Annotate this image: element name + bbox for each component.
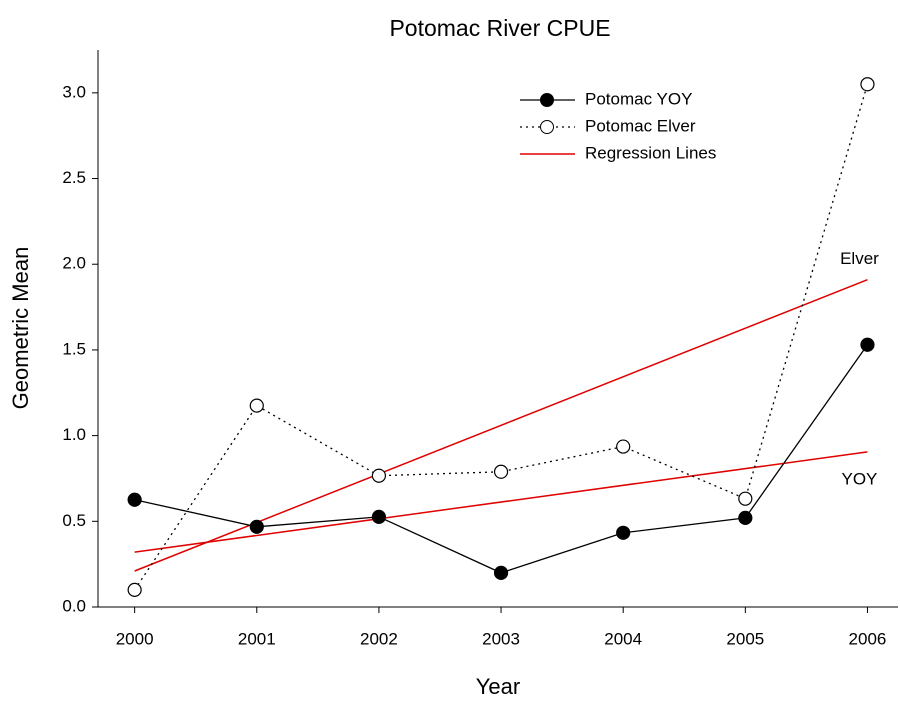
y-tick-label: 2.5 xyxy=(62,168,86,187)
legend-label: Regression Lines xyxy=(585,143,716,162)
data-point xyxy=(738,510,753,525)
data-point xyxy=(616,439,631,454)
x-tick-label: 2000 xyxy=(116,629,154,648)
regression-line xyxy=(134,278,868,572)
y-tick-label: 1.5 xyxy=(62,339,86,358)
y-tick-label: 2.0 xyxy=(62,254,86,273)
y-tick-label: 1.0 xyxy=(62,425,86,444)
regression-line xyxy=(134,451,868,553)
x-tick-label: 2004 xyxy=(604,629,642,648)
data-point xyxy=(493,565,509,580)
legend-label: Potomac Elver xyxy=(585,116,696,135)
legend-marker xyxy=(540,120,554,134)
legend-label: Potomac YOY xyxy=(585,89,692,108)
chart-title: Potomac River CPUE xyxy=(389,15,610,41)
y-tick-label: 0.5 xyxy=(62,511,86,530)
data-point xyxy=(616,525,631,540)
data-point xyxy=(249,398,264,413)
regression-label: YOY xyxy=(842,469,878,488)
data-point xyxy=(249,519,264,534)
data-point xyxy=(371,509,387,524)
series-line xyxy=(134,344,868,574)
x-tick-label: 2002 xyxy=(360,629,398,648)
legend-marker xyxy=(540,93,554,107)
data-point xyxy=(860,337,875,352)
data-point xyxy=(738,491,753,506)
series-line xyxy=(134,84,869,591)
x-tick-label: 2003 xyxy=(482,629,520,648)
y-tick-label: 0.0 xyxy=(62,596,86,615)
data-point xyxy=(127,492,142,507)
x-axis-label: Year xyxy=(476,674,520,699)
x-tick-label: 2001 xyxy=(238,629,276,648)
x-tick-label: 2005 xyxy=(726,629,764,648)
y-axis-label: Geometric Mean xyxy=(8,247,33,410)
x-tick-label: 2006 xyxy=(849,629,887,648)
data-point xyxy=(493,464,509,479)
data-point xyxy=(127,582,142,597)
y-tick-label: 3.0 xyxy=(62,82,86,101)
data-point xyxy=(371,468,387,483)
data-point xyxy=(860,77,875,92)
regression-label: Elver xyxy=(840,249,879,268)
